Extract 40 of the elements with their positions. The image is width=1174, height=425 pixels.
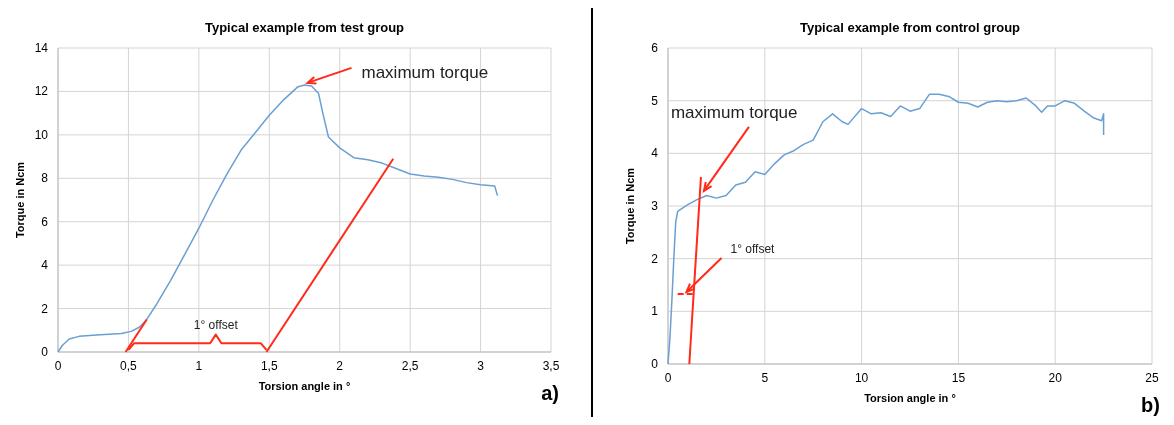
- annotation: 1° offset: [193, 317, 239, 332]
- y-tick-label: 4: [651, 146, 659, 161]
- x-tick-label: 3: [477, 359, 485, 373]
- text: b): [1141, 394, 1160, 416]
- x-tick-label: 1: [195, 359, 203, 373]
- x-tick-label: 2: [336, 359, 344, 373]
- x-tick-label: 2,5: [401, 359, 419, 373]
- x-tick-label: 5: [761, 371, 769, 385]
- x-tick-label: 25: [1145, 371, 1159, 385]
- y-axis-title: Torque in Ncm: [14, 161, 26, 239]
- annotation: maximum torque: [670, 102, 798, 122]
- y-tick-label: 4: [41, 258, 49, 273]
- y-axis-title: Torque in Ncm: [624, 167, 636, 245]
- y-tick-label: 10: [34, 127, 49, 142]
- y-tick-label: 5: [651, 93, 659, 108]
- x-tick-label: 1,5: [260, 359, 278, 373]
- x-tick-label: 0: [54, 359, 62, 373]
- chart-title: Typical example from control group: [799, 20, 1021, 35]
- y-tick-label: 14: [34, 41, 49, 55]
- chart-title: Typical example from test group: [204, 20, 405, 35]
- y-tick-label: 0: [41, 345, 49, 359]
- annotation: maximum torque: [361, 62, 489, 82]
- annotation: 1° offset: [730, 241, 776, 256]
- y-tick-label: 12: [34, 84, 49, 99]
- x-axis-title: Torsion angle in °: [258, 380, 351, 392]
- y-tick-label: 6: [651, 41, 659, 55]
- x-tick-label: 0,5: [120, 359, 138, 373]
- x-axis-title: Torsion angle in °: [864, 392, 956, 404]
- x-tick-label: 3,5: [542, 359, 560, 373]
- y-tick-label: 8: [41, 171, 49, 186]
- y-tick-label: 1: [651, 304, 659, 319]
- y-tick-label: 6: [41, 214, 49, 229]
- text: a): [541, 382, 559, 404]
- y-tick-label: 2: [41, 301, 49, 316]
- y-tick-label: 3: [651, 199, 659, 213]
- x-tick-label: 10: [854, 371, 869, 385]
- x-tick-label: 20: [1048, 371, 1063, 385]
- y-tick-label: 2: [651, 251, 659, 266]
- x-tick-label: 0: [664, 371, 672, 385]
- x-tick-label: 15: [951, 371, 966, 385]
